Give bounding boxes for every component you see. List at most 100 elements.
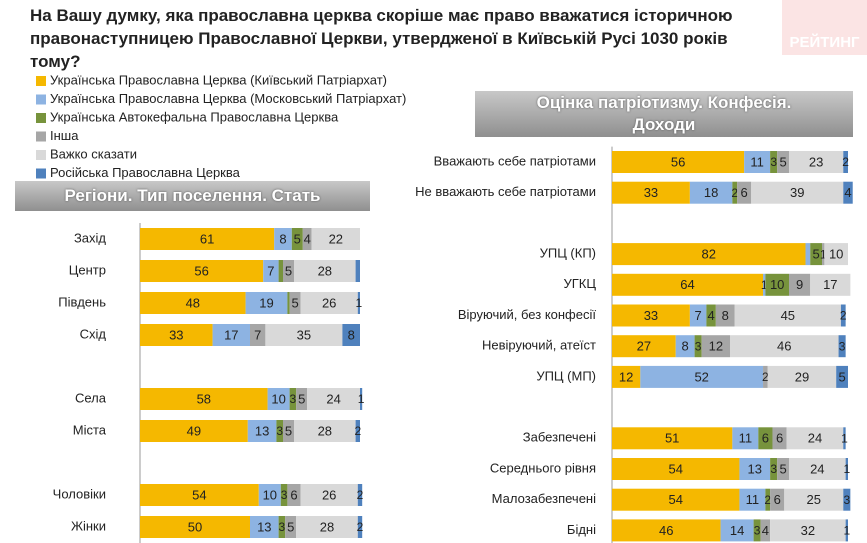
data-label: 2	[842, 155, 849, 169]
bar-segment	[767, 365, 837, 388]
bar-segment	[612, 243, 806, 266]
bar-segment	[772, 427, 787, 450]
data-label: 3	[276, 424, 283, 438]
bar-segment	[212, 324, 250, 346]
bar-segment	[274, 228, 292, 250]
bar-segment	[689, 181, 733, 204]
data-label: 4	[708, 308, 715, 323]
bar-segment	[763, 365, 768, 388]
bar-segment	[612, 427, 733, 450]
data-label: 5	[294, 231, 301, 246]
data-label: 7	[254, 327, 261, 342]
bar-segment	[258, 484, 281, 506]
data-label: 54	[192, 487, 206, 502]
bar-segment	[824, 243, 848, 266]
data-label: 1	[843, 462, 850, 476]
data-label: 3	[695, 339, 702, 353]
bar-segment	[765, 488, 771, 511]
data-label: 25	[807, 492, 821, 507]
bar-segment	[360, 388, 363, 410]
category-label: Не вважають себе патріотами	[415, 184, 596, 199]
data-label: 2	[354, 424, 361, 438]
data-label: 2	[731, 186, 738, 200]
data-label: 3	[770, 155, 777, 169]
data-label: 6	[776, 431, 783, 446]
bar-segment	[694, 335, 702, 358]
data-label: 5	[291, 295, 298, 310]
data-label: 48	[186, 295, 200, 310]
bar-segment	[789, 151, 844, 173]
data-label: 3	[754, 524, 761, 538]
bar-segment	[734, 304, 841, 327]
legend-label: Важко сказати	[50, 146, 137, 161]
bar-segment	[701, 335, 730, 358]
legend-swatch	[36, 131, 46, 142]
panel-title: Регіони. Тип поселення. Стать	[15, 181, 370, 211]
data-label: 56	[194, 263, 208, 278]
category-label: Жінки	[71, 518, 106, 533]
data-label: 28	[320, 519, 334, 534]
bar-segment	[357, 292, 360, 314]
data-label: 52	[694, 369, 708, 384]
bar-segment	[612, 304, 690, 327]
chart-title: На Вашу думку, яка православна церква ск…	[30, 6, 733, 71]
data-label: 45	[781, 308, 795, 323]
bar-segment	[784, 488, 844, 511]
bar-segment	[307, 388, 360, 410]
bar-segment	[843, 151, 848, 173]
bar-segment	[283, 260, 294, 282]
data-label: 28	[318, 263, 332, 278]
bar-segment	[786, 427, 844, 450]
bar-segment	[280, 484, 288, 506]
category-label: Захід	[74, 230, 106, 245]
data-label: 2	[357, 488, 364, 502]
data-label: 46	[659, 523, 673, 538]
data-label: 6	[741, 185, 748, 200]
bar-segment	[739, 488, 766, 511]
bar-segment	[267, 388, 290, 410]
data-label: 54	[668, 461, 682, 476]
data-label: 4	[762, 523, 769, 538]
legend-swatch	[36, 150, 46, 160]
data-label: 5	[813, 247, 820, 262]
category-label: Села	[75, 390, 107, 405]
bar-segment	[140, 516, 250, 538]
bar-segment	[302, 228, 312, 250]
bar-segment	[342, 324, 360, 346]
data-label: 49	[187, 423, 201, 438]
data-label: 24	[810, 461, 824, 476]
category-label: Схід	[80, 326, 107, 341]
bar-segment	[287, 484, 301, 506]
bar-segment	[843, 488, 851, 511]
data-label: 22	[329, 231, 343, 246]
bar-segment	[300, 292, 358, 314]
bar-segment	[263, 260, 279, 282]
category-label: УПЦ (МП)	[536, 368, 596, 383]
bar-segment	[836, 365, 848, 388]
data-label: 7	[267, 263, 274, 278]
data-label: 11	[746, 492, 760, 507]
bar-segment	[357, 516, 363, 538]
bar-segment	[357, 484, 363, 506]
data-label: 6	[290, 487, 297, 502]
bar-segment	[843, 427, 846, 450]
data-label: 24	[326, 391, 340, 406]
bar-segment	[760, 519, 771, 542]
bar-segment	[744, 151, 771, 173]
bar-segment	[278, 516, 286, 538]
data-label: 6	[762, 431, 769, 446]
data-label: 58	[197, 391, 211, 406]
data-label: 1	[356, 296, 363, 310]
category-label: Малозабезпечені	[492, 491, 596, 506]
data-label: 3	[839, 339, 846, 353]
data-label: 61	[200, 231, 214, 246]
data-label: 12	[619, 369, 633, 384]
data-label: 23	[809, 154, 823, 169]
bar-segment	[758, 427, 773, 450]
panel-title: Оцінка патріотизму. Конфесія. Доходи	[475, 91, 853, 137]
data-label: 19	[259, 295, 273, 310]
data-label: 8	[279, 231, 286, 246]
legend-swatch	[36, 168, 46, 179]
bar-segment	[140, 484, 259, 506]
data-label: 64	[680, 277, 694, 292]
